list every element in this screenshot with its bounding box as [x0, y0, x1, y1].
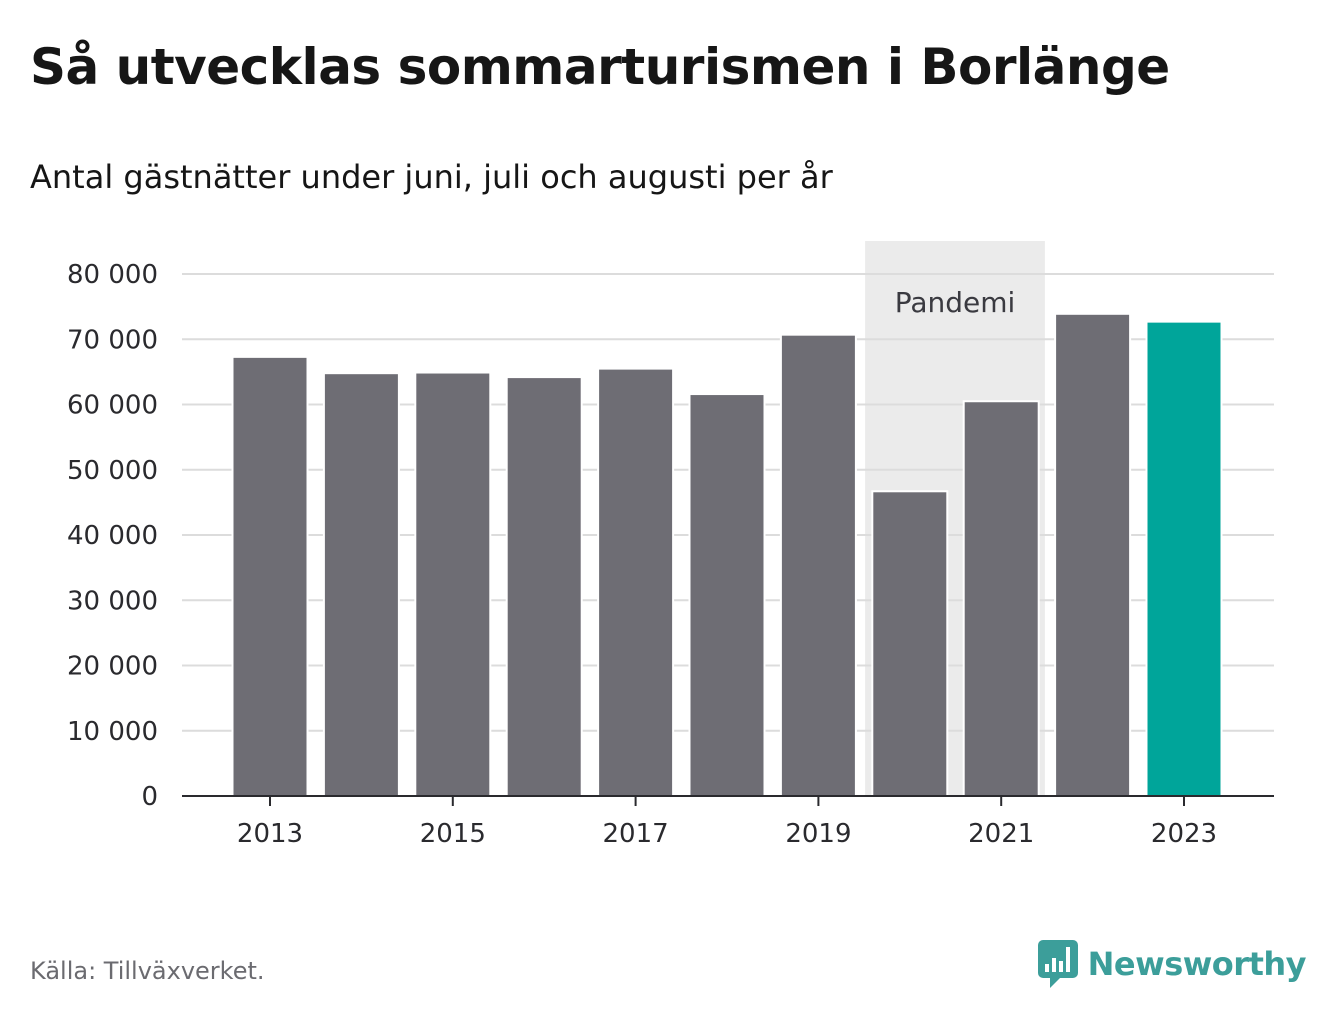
pandemic-label: Pandemi — [895, 286, 1016, 319]
x-tick-label: 2021 — [968, 819, 1034, 849]
y-tick-label: 70 000 — [67, 325, 158, 355]
brand-logo[interactable]: Newsworthy — [1037, 940, 1307, 988]
bar-2019 — [779, 333, 857, 797]
x-tick-label: 2013 — [237, 819, 303, 849]
x-tick-label: 2015 — [420, 819, 486, 849]
bar-2021 — [962, 400, 1040, 797]
chart-subtitle: Antal gästnätter under juni, juli och au… — [30, 158, 833, 196]
bar-2018 — [688, 393, 766, 797]
y-tick-label: 20 000 — [67, 652, 158, 682]
y-tick-label: 40 000 — [67, 521, 158, 551]
y-tick-label: 60 000 — [67, 391, 158, 421]
bar-2014 — [322, 372, 400, 797]
bar-2013 — [231, 355, 309, 797]
bar-2023 — [1145, 320, 1223, 797]
x-tick-label: 2017 — [603, 819, 669, 849]
x-tick-label: 2023 — [1151, 819, 1217, 849]
y-tick-label: 0 — [141, 782, 158, 812]
y-tick-label: 50 000 — [67, 456, 158, 486]
x-tick-label: 2019 — [785, 819, 851, 849]
chart-title: Så utvecklas sommarturismen i Borlänge — [30, 38, 1170, 96]
y-tick-label: 10 000 — [67, 717, 158, 747]
bar-2017 — [597, 367, 675, 797]
bar-2022 — [1054, 312, 1132, 797]
bar-2015 — [414, 371, 492, 797]
bar-2016 — [505, 376, 583, 797]
source-note: Källa: Tillväxverket. — [30, 957, 265, 985]
bar-chart: Pandemi 0 10 000 20 000 30 000 40 000 50 000 6… — [67, 241, 1274, 849]
brand-name: Newsworthy — [1087, 945, 1307, 983]
newsworthy-logo-icon — [1037, 940, 1078, 988]
y-tick-label: 80 000 — [67, 260, 158, 290]
bar-2020 — [871, 490, 949, 797]
y-tick-label: 30 000 — [67, 586, 158, 616]
